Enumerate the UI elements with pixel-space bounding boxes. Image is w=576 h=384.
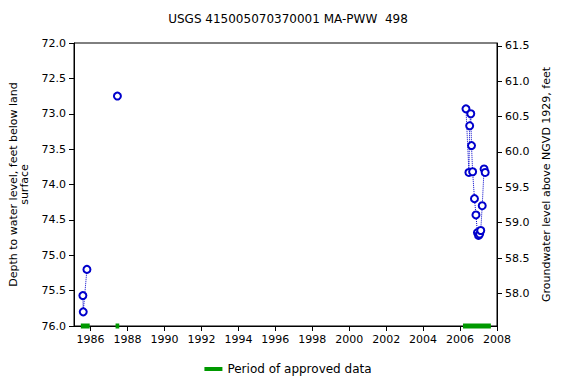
- svg-text:74.0: 74.0: [42, 178, 67, 191]
- svg-text:surface: surface: [18, 164, 31, 205]
- svg-text:58.5: 58.5: [505, 252, 530, 265]
- svg-text:2008: 2008: [483, 333, 511, 346]
- svg-text:60.0: 60.0: [505, 145, 530, 158]
- svg-text:1994: 1994: [224, 333, 252, 346]
- svg-text:73.0: 73.0: [42, 107, 67, 120]
- svg-text:72.5: 72.5: [42, 72, 67, 85]
- svg-text:59.0: 59.0: [505, 216, 530, 229]
- svg-text:1986: 1986: [77, 333, 105, 346]
- svg-text:1990: 1990: [151, 333, 179, 346]
- svg-text:59.5: 59.5: [505, 181, 530, 194]
- svg-text:60.5: 60.5: [505, 110, 530, 123]
- svg-text:2002: 2002: [372, 333, 400, 346]
- svg-text:Groundwater level above NGVD 1: Groundwater level above NGVD 1929, feet: [540, 66, 553, 302]
- svg-text:73.5: 73.5: [42, 143, 67, 156]
- svg-text:Period of approved data: Period of approved data: [227, 362, 371, 376]
- svg-text:1996: 1996: [261, 333, 289, 346]
- svg-text:2004: 2004: [409, 333, 437, 346]
- svg-text:2006: 2006: [446, 333, 474, 346]
- svg-text:1988: 1988: [114, 333, 142, 346]
- svg-text:75.5: 75.5: [42, 284, 67, 297]
- svg-text:1998: 1998: [298, 333, 326, 346]
- svg-text:61.5: 61.5: [505, 39, 530, 52]
- svg-text:75.0: 75.0: [42, 249, 67, 262]
- svg-text:72.0: 72.0: [42, 37, 67, 50]
- svg-text:2000: 2000: [335, 333, 363, 346]
- svg-text:61.0: 61.0: [505, 75, 530, 88]
- svg-text:Depth to water level, feet bel: Depth to water level, feet below land: [7, 82, 20, 287]
- svg-text:USGS 415005070370001 MA-PWW 4: USGS 415005070370001 MA-PWW 498: [168, 12, 408, 26]
- svg-text:1992: 1992: [187, 333, 215, 346]
- svg-text:76.0: 76.0: [42, 320, 67, 333]
- svg-text:74.5: 74.5: [42, 213, 67, 226]
- svg-text:58.0: 58.0: [505, 287, 530, 300]
